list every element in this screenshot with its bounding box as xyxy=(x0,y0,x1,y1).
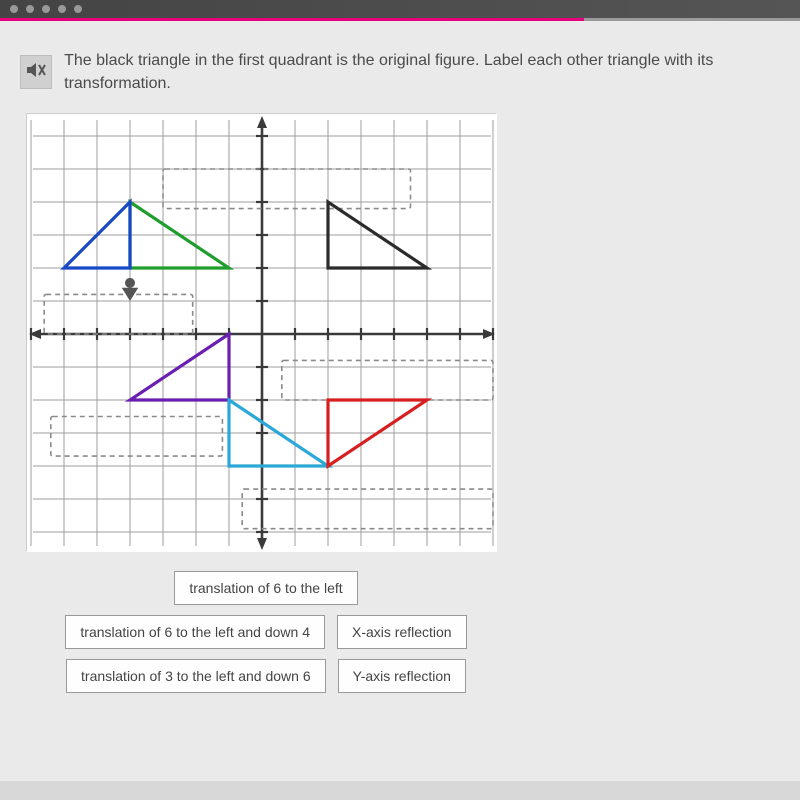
graph-svg xyxy=(27,114,497,552)
answer-chip-a5[interactable]: Y-axis reflection xyxy=(338,659,466,693)
answer-row: translation of 6 to the left and down 4 X… xyxy=(26,615,506,649)
answer-row: translation of 6 to the left xyxy=(26,571,506,605)
progress-bar xyxy=(0,18,800,21)
answer-chip-a1[interactable]: translation of 6 to the left xyxy=(174,571,357,605)
content-area: The black triangle in the first quadrant… xyxy=(0,21,800,781)
answer-chip-a4[interactable]: translation of 3 to the left and down 6 xyxy=(66,659,326,693)
question-prompt: The black triangle in the first quadrant… xyxy=(64,49,780,95)
prompt-row: The black triangle in the first quadrant… xyxy=(20,49,780,95)
progress-fill xyxy=(0,18,584,21)
answer-row: translation of 3 to the left and down 6 Y… xyxy=(26,659,506,693)
deco-dot xyxy=(42,5,50,13)
audio-button[interactable] xyxy=(20,55,52,89)
window-chrome-strip xyxy=(0,0,800,18)
coordinate-graph[interactable] xyxy=(26,113,496,551)
speaker-muted-icon xyxy=(25,61,47,84)
answer-chip-a2[interactable]: translation of 6 to the left and down 4 xyxy=(65,615,325,649)
deco-dot xyxy=(26,5,34,13)
deco-dot xyxy=(10,5,18,13)
deco-dot xyxy=(74,5,82,13)
deco-dot xyxy=(58,5,66,13)
answer-bank: translation of 6 to the left translation … xyxy=(26,571,506,693)
answer-chip-a3[interactable]: X-axis reflection xyxy=(337,615,467,649)
